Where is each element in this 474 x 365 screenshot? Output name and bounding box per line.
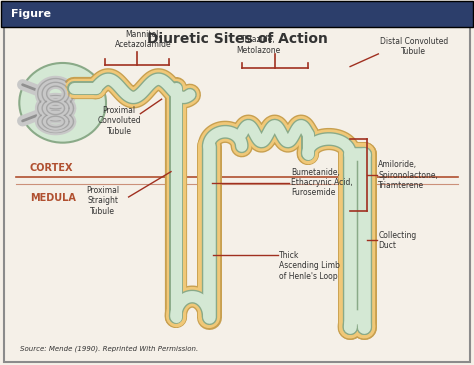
Text: Collecting
Duct: Collecting Duct (378, 231, 417, 250)
Text: Proximal
Straight
Tubule: Proximal Straight Tubule (86, 186, 119, 215)
Text: MEDULA: MEDULA (30, 193, 75, 203)
Text: Mannitol,
Acetazolamide: Mannitol, Acetazolamide (114, 30, 171, 49)
Ellipse shape (19, 63, 106, 143)
Text: Diuretic Sites of Action: Diuretic Sites of Action (146, 32, 328, 46)
Text: Proximal
Convoluted
Tubule: Proximal Convoluted Tubule (97, 106, 141, 136)
Text: Amiloride,
Spironolactone,
Triamterene: Amiloride, Spironolactone, Triamterene (378, 160, 438, 190)
Text: Thiazide,
Metolazone: Thiazide, Metolazone (236, 35, 280, 54)
Text: Thick
Ascending Limb
of Henle's Loop: Thick Ascending Limb of Henle's Loop (279, 251, 340, 281)
Text: Source: Mende (1990). Reprinted With Permission.: Source: Mende (1990). Reprinted With Per… (20, 346, 199, 353)
Text: CORTEX: CORTEX (30, 164, 73, 173)
Text: Bumetanide,
Ethacrynic Acid,
Furosemide: Bumetanide, Ethacrynic Acid, Furosemide (291, 168, 353, 197)
FancyBboxPatch shape (1, 1, 473, 27)
Text: Figure: Figure (11, 9, 51, 19)
FancyBboxPatch shape (4, 27, 470, 362)
Text: Distal Convoluted
Tubule: Distal Convoluted Tubule (380, 37, 448, 56)
